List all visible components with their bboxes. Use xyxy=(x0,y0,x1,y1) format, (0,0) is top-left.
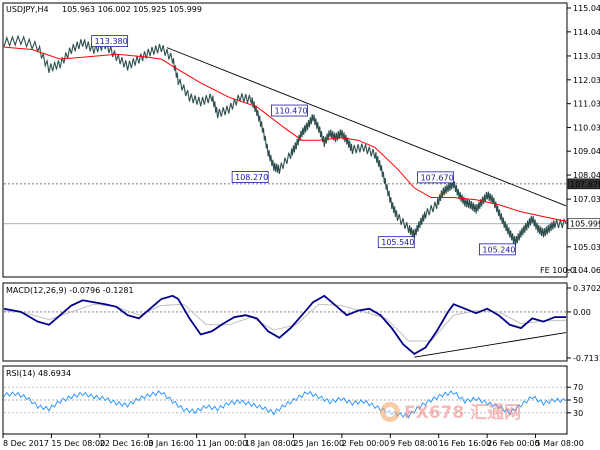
price-tick-label: 110.030 xyxy=(573,124,600,133)
price-tag-box xyxy=(567,218,600,230)
price-tags: 107.670 105.999 xyxy=(567,178,600,230)
annotation-label: 105.240 xyxy=(482,245,515,254)
rsi-tick-label: 30 xyxy=(573,409,583,418)
annotation-box xyxy=(271,104,308,117)
macd-line xyxy=(3,294,566,355)
annotation-box xyxy=(91,35,129,48)
annotation-label: 110.470 xyxy=(274,107,307,116)
price-tick-label: 113.030 xyxy=(573,52,600,61)
logo-text: FX678 汇通网 xyxy=(404,403,521,423)
price-tag-box xyxy=(567,178,600,190)
macd-title: MACD(12,26,9) -0.0796 -0.1281 xyxy=(6,286,134,295)
time-tick-label: 26 Feb 00:00 xyxy=(487,439,539,448)
time-tick-label: 11 Jan 00:00 xyxy=(197,439,248,448)
fe-watermark: FE 100.0 xyxy=(540,266,575,275)
price-tick-label: 114.040 xyxy=(573,28,600,37)
price-tick-label: 108.040 xyxy=(573,171,600,180)
annotation-label: 108.270 xyxy=(235,173,268,182)
price-tag-label: 105.999 xyxy=(570,220,600,229)
time-tick-label: 25 Jan 16:00 xyxy=(293,439,344,448)
price-tick-label: 109.040 xyxy=(573,147,600,156)
macd-signal-line xyxy=(3,303,567,342)
price-line xyxy=(3,34,567,247)
header-symbol: USDJPY,H4 xyxy=(6,5,49,14)
macd-trendline xyxy=(414,332,567,358)
macd-tick-label: -0.7131 xyxy=(573,354,600,363)
price-tag-label: 107.670 xyxy=(570,180,600,189)
price-y-axis: 115.040 114.040 113.030 112.030 111.030 110.0… xyxy=(567,4,600,275)
macd-y-axis: 0.3702 0.00 -0.7131 xyxy=(567,284,600,363)
time-tick-label: 5 Mar 08:00 xyxy=(536,439,584,448)
price-trendline xyxy=(166,47,567,207)
time-tick-label: 15 Dec 08:00 xyxy=(51,439,105,448)
time-tick-label: 3 Jan 16:00 xyxy=(148,439,194,448)
price-tick-label: 111.030 xyxy=(573,100,600,109)
price-tick-label: 115.040 xyxy=(573,4,600,13)
price-annotations: 113.380 110.470 108.270 107.670 105.540 105.2… xyxy=(91,35,516,256)
price-tick-label: 112.030 xyxy=(573,76,600,85)
fx678-logo: FX678 汇通网 xyxy=(380,402,521,423)
time-tick-label: 22 Dec 16:00 xyxy=(100,439,154,448)
annotation-box xyxy=(231,171,269,183)
price-tick-label: 104.060 xyxy=(573,266,600,275)
main-panel-frame xyxy=(2,2,568,278)
header-ohlc: 105.963 106.002 105.925 105.999 xyxy=(62,5,202,14)
macd-tick-label: 0.00 xyxy=(573,308,591,317)
time-tick-label: 2 Feb 00:00 xyxy=(342,439,389,448)
annotation-label: 113.380 xyxy=(95,37,128,46)
annotation-box xyxy=(479,243,516,256)
price-tick-label: 107.030 xyxy=(573,195,600,204)
rsi-y-axis: 70 50 30 xyxy=(567,383,583,418)
annotation-label: 105.540 xyxy=(381,238,414,247)
price-series xyxy=(3,34,567,247)
rsi-line xyxy=(3,390,567,419)
macd-tick-label: 0.3702 xyxy=(573,284,600,293)
moving-average-line xyxy=(3,46,567,222)
price-tick-label: 105.030 xyxy=(573,243,600,252)
time-tick-label: 8 Dec 2017 xyxy=(3,439,49,448)
rsi-tick-label: 50 xyxy=(573,396,583,405)
rsi-series xyxy=(3,386,567,419)
rsi-title: RSI(14) 48.6934 xyxy=(6,369,71,378)
rsi-tick-label: 70 xyxy=(573,383,583,392)
time-tick-label: 9 Feb 08:00 xyxy=(390,439,437,448)
time-tick-label: 16 Feb 16:00 xyxy=(439,439,491,448)
annotation-label: 107.670 xyxy=(421,173,454,182)
macd-series xyxy=(3,294,567,358)
time-tick-label: 18 Jan 08:00 xyxy=(245,439,296,448)
annotation-box xyxy=(377,236,415,249)
price-level-lines xyxy=(4,183,566,225)
annotation-box xyxy=(417,171,455,184)
macd-panel-frame xyxy=(2,282,568,362)
